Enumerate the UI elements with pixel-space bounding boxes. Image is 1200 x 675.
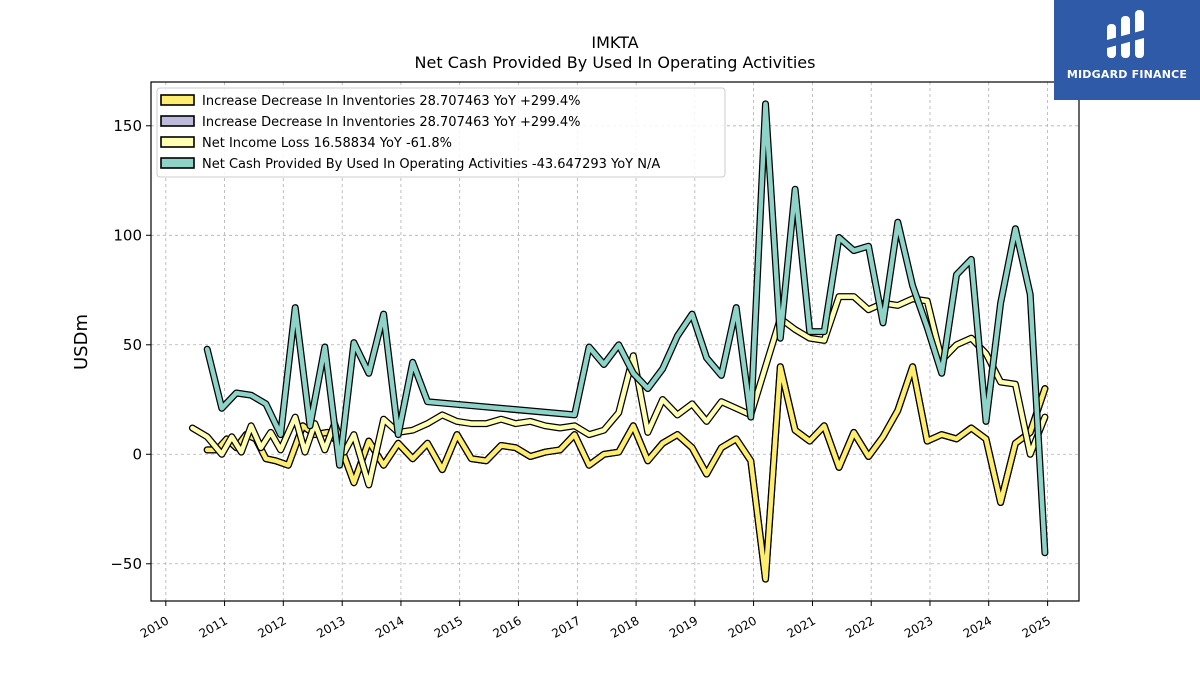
x-tick-label: 2025 xyxy=(1020,613,1053,640)
legend: Increase Decrease In Inventories 28.7074… xyxy=(156,87,726,178)
series-stroke xyxy=(190,294,1048,488)
series-line xyxy=(203,100,1049,557)
y-axis-label: USDm xyxy=(71,314,92,370)
chart-title: IMKTA xyxy=(591,33,638,52)
x-tick-label: 2020 xyxy=(726,613,759,640)
series-line xyxy=(203,363,1049,583)
plot-frame xyxy=(150,81,1080,602)
x-tick-label: 2015 xyxy=(432,613,465,640)
y-tick-label: 50 xyxy=(123,336,142,354)
y-axis: −50 0 50 100 150 xyxy=(110,117,151,573)
x-tick-label: 2010 xyxy=(138,613,171,640)
legend-entry: Increase Decrease In Inventories 28.7074… xyxy=(160,115,581,130)
legend-swatch xyxy=(160,115,195,127)
y-tick-label: 150 xyxy=(113,117,142,135)
legend-swatch xyxy=(160,136,195,148)
midgard-logo-icon xyxy=(1107,10,1144,58)
legend-entry: Increase Decrease In Inventories 28.7074… xyxy=(160,94,581,109)
x-tick-label: 2018 xyxy=(608,613,641,640)
x-tick-label: 2019 xyxy=(667,613,700,640)
legend-entry: Net Income Loss 16.58834 YoY -61.8% xyxy=(160,136,452,151)
y-tick-label: −50 xyxy=(110,555,142,573)
x-tick-label: 2021 xyxy=(785,613,818,640)
series-stroke xyxy=(204,101,1048,556)
x-tick-label: 2022 xyxy=(843,613,876,640)
legend-label: Net Income Loss 16.58834 YoY -61.8% xyxy=(202,136,452,151)
legend-box xyxy=(156,87,726,178)
x-tick-label: 2017 xyxy=(549,613,582,640)
x-axis: 2010 2011 2012 2013 2014 2015 2016 2017 2018 2019… xyxy=(138,601,1053,641)
logo-text: MIDGARD FINANCE xyxy=(1066,68,1188,81)
legend-swatch xyxy=(160,94,195,106)
legend-label: Net Cash Provided By Used In Operating A… xyxy=(202,157,660,172)
x-tick-label: 2014 xyxy=(373,613,406,640)
legend-label: Increase Decrease In Inventories 28.7074… xyxy=(202,94,581,109)
x-tick-label: 2024 xyxy=(961,613,994,640)
y-tick-label: 0 xyxy=(132,445,142,463)
chart-subtitle: Net Cash Provided By Used In Operating A… xyxy=(415,53,816,72)
series-stroke xyxy=(204,364,1048,582)
series-lines xyxy=(188,100,1049,583)
x-tick-label: 2011 xyxy=(197,613,230,640)
legend-entry: Net Cash Provided By Used In Operating A… xyxy=(160,157,660,172)
y-tick-label: 100 xyxy=(113,226,142,244)
brand-logo: MIDGARD FINANCE xyxy=(1054,0,1200,100)
x-tick-label: 2012 xyxy=(255,613,288,640)
x-tick-label: 2016 xyxy=(490,613,523,640)
legend-label: Increase Decrease In Inventories 28.7074… xyxy=(202,115,581,130)
x-tick-label: 2023 xyxy=(902,613,935,640)
x-tick-label: 2013 xyxy=(314,613,347,640)
legend-swatch xyxy=(160,157,195,169)
series-line xyxy=(188,293,1049,489)
